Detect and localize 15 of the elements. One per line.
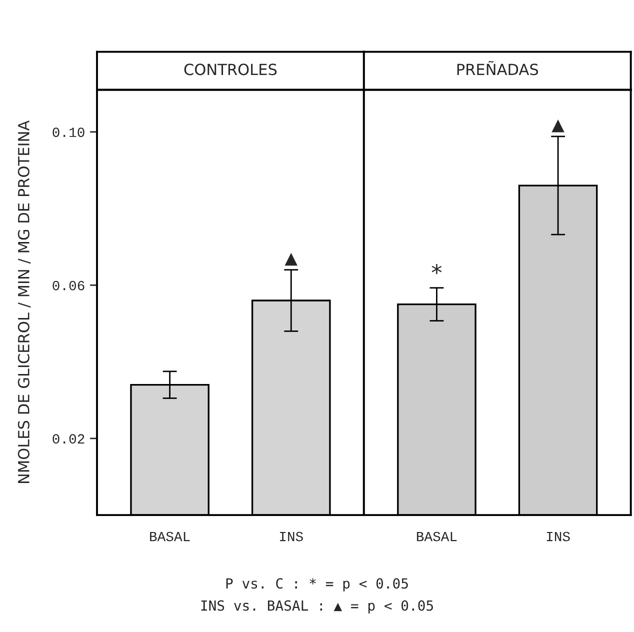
y-tick-label: 0.02 <box>52 434 84 444</box>
chart-title: PREÑADAS <box>457 60 538 76</box>
x-tick-label: BASAL <box>150 532 190 542</box>
x-tick-label: BASAL <box>416 532 457 542</box>
y-tick-label: 0.10 <box>52 128 84 138</box>
y-tick-label: 0.06 <box>52 280 84 290</box>
text: P vs. C : * = p < 0.05 <box>226 578 408 592</box>
chart-title: CONTROLES <box>184 64 277 76</box>
annotation: ▲ <box>284 252 298 266</box>
annotation: ▲ <box>552 120 564 132</box>
annotation: * <box>432 264 442 274</box>
text: INS vs. BASAL : ▲ = p < 0.05 <box>201 600 433 614</box>
x-tick-label: INS <box>546 532 570 542</box>
x-tick-label: INS <box>280 532 303 542</box>
y-axis-title: NMOLES DE GLICEROL / MIN / MG DE PROTEINA <box>18 120 31 483</box>
